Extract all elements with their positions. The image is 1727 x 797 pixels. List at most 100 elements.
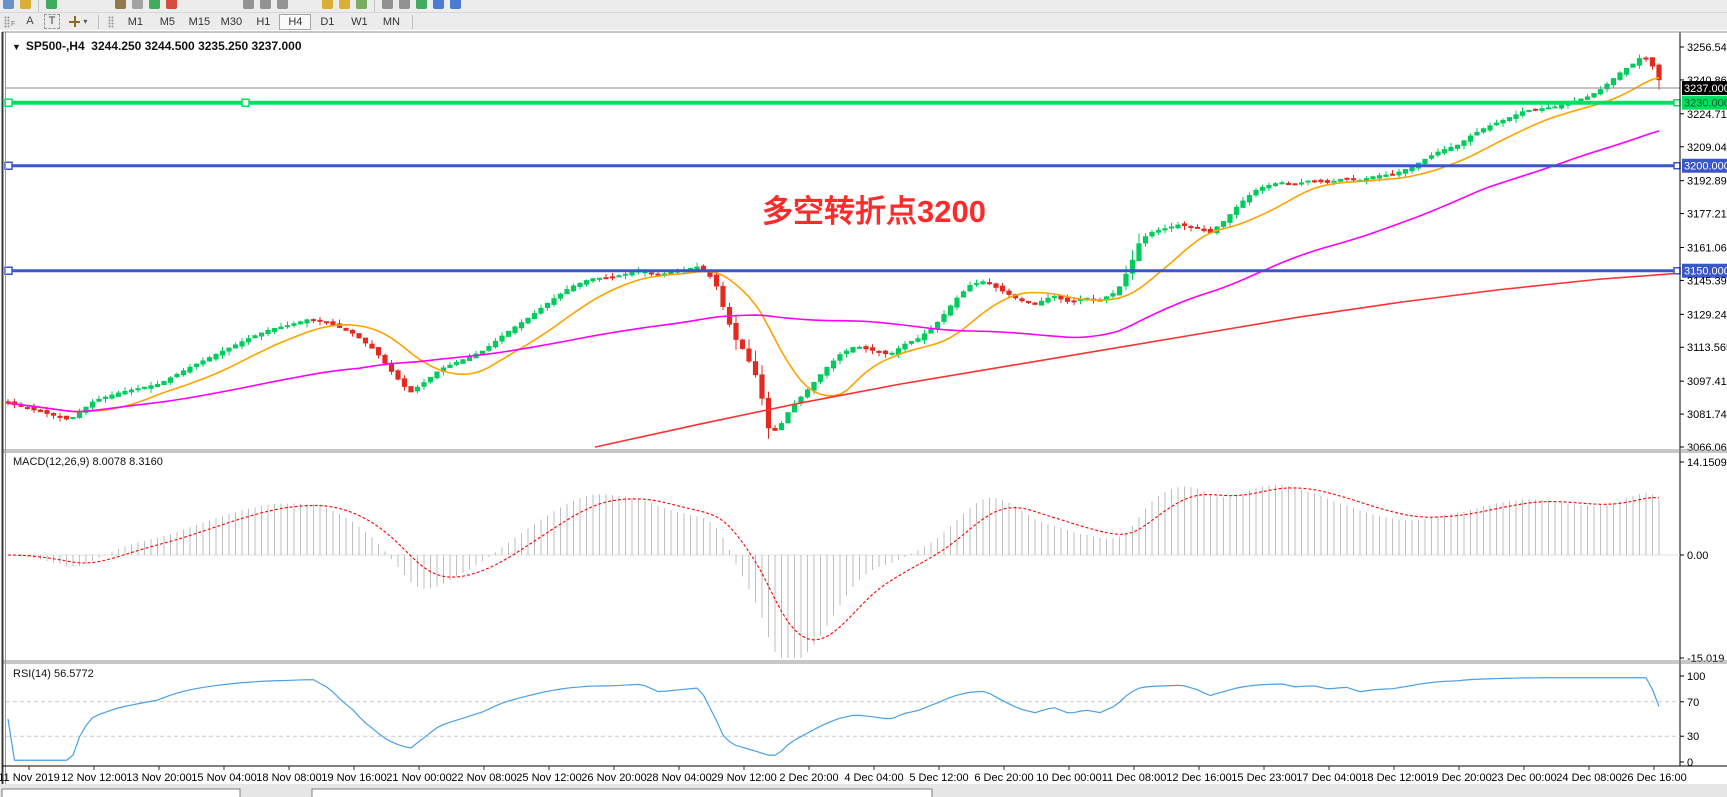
candlestick: [1071, 298, 1077, 306]
time-axis[interactable]: 11 Nov 2019 12 Nov 12:00 13 Nov 20:00 15 No…: [0, 766, 1687, 784]
candlestick: [1441, 146, 1448, 156]
bottom-windows-strip[interactable]: [0, 784, 1727, 797]
candlestick: [453, 359, 460, 366]
time-axis-label: 24 Dec 08:00: [1556, 772, 1621, 784]
periods-icon[interactable]: [399, 0, 410, 9]
green-level-line-handle[interactable]: [241, 98, 250, 107]
zoom-out-icon[interactable]: [339, 0, 350, 9]
candlestick: [206, 355, 213, 363]
candlestick: [291, 321, 297, 328]
candlestick: [882, 349, 889, 358]
candlestick: [1032, 301, 1038, 305]
green-level-line-anchor[interactable]: [1673, 98, 1681, 107]
symbol-dropdown-icon[interactable]: ▼: [12, 42, 21, 52]
candlestick: [1636, 54, 1643, 69]
candles-chart-icon[interactable]: [260, 0, 271, 9]
timeframe-button-mn[interactable]: MN: [382, 15, 400, 28]
timeframe-button-m15[interactable]: M15: [188, 15, 211, 28]
crosshair-tool-icon[interactable]: [69, 16, 81, 27]
zoom-icon[interactable]: [20, 0, 31, 9]
time-axis-label: 15 Nov 04:00: [191, 772, 256, 784]
candlestick: [1025, 300, 1032, 305]
candlestick: [986, 278, 993, 286]
background-chart-window[interactable]: [1, 788, 241, 797]
terminal-icon[interactable]: [115, 0, 126, 9]
candlestick: [876, 349, 882, 357]
toolbar-gap: [291, 0, 319, 1]
line-chart-icon[interactable]: [277, 0, 288, 9]
candlestick: [609, 272, 616, 281]
toolbar-gap: [60, 0, 112, 1]
timeframe-toolbar-grip[interactable]: [108, 15, 115, 28]
candlestick: [271, 328, 278, 334]
candlestick: [89, 399, 96, 411]
candlestick: [999, 282, 1006, 294]
time-axis-label: 11 Dec 08:00: [1102, 772, 1167, 784]
candlestick: [278, 322, 284, 330]
price-axis-label: 3066.065: [1687, 442, 1727, 454]
rsi-axis-label: 100: [1687, 671, 1705, 683]
text-box-tool-button[interactable]: T: [43, 14, 61, 29]
time-axis-label: 13 Nov 20:00: [126, 772, 191, 784]
candlestick: [193, 363, 200, 370]
candlestick: [1467, 133, 1474, 146]
ma-fast-orange: [7, 76, 1660, 413]
candlestick: [980, 279, 986, 285]
templates-icon[interactable]: [450, 0, 461, 9]
candlestick: [1194, 224, 1201, 229]
bars-chart-icon[interactable]: [243, 0, 254, 9]
candlestick: [1279, 180, 1285, 185]
chart-canvas[interactable]: 3237.0003230.0003200.0003150.0003256.540…: [0, 30, 1727, 797]
candlestick: [343, 327, 349, 332]
blue-level-line-3200-handle[interactable]: [4, 161, 13, 170]
candlestick: [245, 335, 252, 345]
crosshair-dropdown-icon[interactable]: ▾: [83, 17, 88, 26]
candlestick: [518, 319, 525, 332]
candlestick: [226, 347, 232, 356]
background-chart-window[interactable]: [311, 788, 933, 797]
macd-axis-label: 0.00: [1687, 550, 1708, 562]
candlestick: [1045, 293, 1051, 304]
time-axis-label: 29 Nov 12:00: [711, 772, 776, 784]
candlestick: [1532, 108, 1539, 112]
candlestick: [531, 310, 538, 320]
candlestick: [1643, 56, 1649, 62]
new-order-icon[interactable]: [46, 0, 57, 9]
candlestick: [362, 337, 369, 347]
candlestick: [1363, 176, 1370, 185]
timeframe-button-w1[interactable]: W1: [351, 15, 368, 28]
ma-slow-magenta: [7, 130, 1660, 413]
blue-level-line-3200-anchor[interactable]: [1673, 161, 1681, 170]
candlestick: [122, 387, 128, 396]
timeframe-button-m30[interactable]: M30: [220, 15, 243, 28]
chart-window-icon[interactable]: [3, 0, 14, 9]
autotrading-icon[interactable]: [149, 0, 160, 9]
current-price-line-price-tag-text: 3237.000: [1684, 83, 1727, 95]
timeframe-button-h4[interactable]: H4: [279, 13, 312, 30]
info-icon[interactable]: [433, 0, 444, 9]
candlestick: [174, 372, 180, 379]
candlestick: [538, 304, 544, 316]
stop-icon[interactable]: [166, 0, 177, 9]
text-label-tool-button[interactable]: A: [26, 15, 34, 27]
green-level-line-handle[interactable]: [4, 98, 13, 107]
toolbar-grip-label: F: [11, 21, 16, 28]
horizontal-line-objects[interactable]: 3237.000 3230.000 3200.000 3150.000: [4, 81, 1727, 278]
candlestick: [1344, 177, 1350, 182]
toolbar-grip[interactable]: [4, 15, 10, 28]
time-axis-label: 26 Dec 16:00: [1621, 772, 1686, 784]
timeframe-button-m1[interactable]: M1: [127, 15, 144, 28]
chart-annotation-text[interactable]: 多空转折点3200: [762, 194, 986, 229]
indicators-icon[interactable]: [382, 0, 393, 9]
zoom-in-icon[interactable]: [322, 0, 333, 9]
candlestick: [733, 314, 739, 350]
timeframe-button-h1[interactable]: H1: [256, 15, 271, 28]
timeframe-button-d1[interactable]: D1: [320, 15, 335, 28]
tile-windows-icon[interactable]: [356, 0, 367, 9]
tester-icon[interactable]: [132, 0, 143, 9]
add-indicator-icon[interactable]: [416, 0, 427, 9]
timeframe-button-m5[interactable]: M5: [159, 15, 176, 28]
blue-level-line-3150-handle[interactable]: [4, 266, 13, 275]
blue-level-line-3150-anchor[interactable]: [1673, 266, 1681, 275]
candlestick: [869, 344, 876, 355]
